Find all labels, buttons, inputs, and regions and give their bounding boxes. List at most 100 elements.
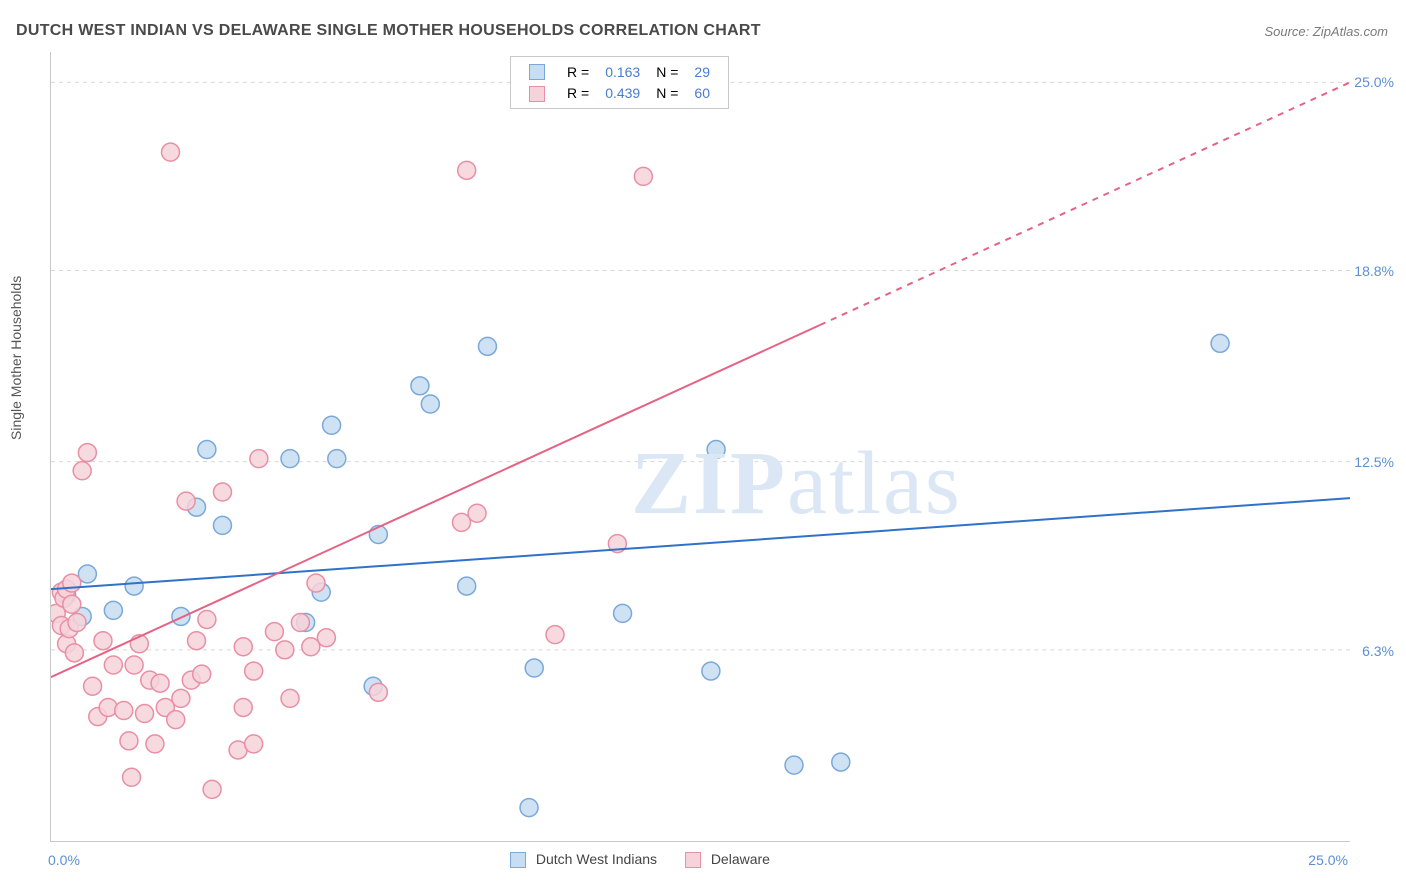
scatter-point bbox=[458, 161, 476, 179]
scatter-point bbox=[234, 638, 252, 656]
scatter-point bbox=[167, 711, 185, 729]
scatter-point bbox=[785, 756, 803, 774]
scatter-point bbox=[78, 444, 96, 462]
scatter-point bbox=[73, 462, 91, 480]
scatter-point bbox=[51, 604, 65, 622]
scatter-point bbox=[525, 659, 543, 677]
legend-item-0: Dutch West Indians bbox=[510, 851, 657, 868]
scatter-point bbox=[182, 671, 200, 689]
scatter-point bbox=[187, 498, 205, 516]
plot-area: ZIPatlas bbox=[50, 52, 1350, 842]
swatch-series-1 bbox=[529, 86, 545, 102]
scatter-point bbox=[162, 143, 180, 161]
scatter-point bbox=[198, 441, 216, 459]
scatter-point bbox=[452, 513, 470, 531]
stats-n-value-1: 60 bbox=[686, 82, 718, 103]
stats-r-label: R = bbox=[559, 82, 597, 103]
scatter-point bbox=[614, 604, 632, 622]
scatter-point bbox=[172, 607, 190, 625]
scatter-point bbox=[276, 641, 294, 659]
scatter-point bbox=[328, 450, 346, 468]
y-tick-label: 18.8% bbox=[1354, 263, 1394, 279]
scatter-point bbox=[634, 167, 652, 185]
scatter-point bbox=[281, 689, 299, 707]
scatter-point bbox=[146, 735, 164, 753]
scatter-point bbox=[193, 665, 211, 683]
scatter-point bbox=[89, 708, 107, 726]
scatter-point bbox=[369, 683, 387, 701]
scatter-point bbox=[369, 526, 387, 544]
scatter-point bbox=[478, 337, 496, 355]
y-tick-label: 25.0% bbox=[1354, 74, 1394, 90]
watermark-suffix: atlas bbox=[787, 434, 962, 533]
stats-row-series-1: R = 0.439 N = 60 bbox=[521, 82, 718, 103]
scatter-point bbox=[125, 656, 143, 674]
scatter-point bbox=[115, 702, 133, 720]
scatter-point bbox=[411, 377, 429, 395]
scatter-point bbox=[125, 577, 143, 595]
scatter-point bbox=[63, 574, 81, 592]
scatter-point bbox=[94, 632, 112, 650]
scatter-point bbox=[1211, 334, 1229, 352]
series-legend: Dutch West Indians Delaware bbox=[510, 851, 794, 868]
stats-r-value-0: 0.163 bbox=[597, 61, 648, 82]
legend-label-0: Dutch West Indians bbox=[536, 851, 657, 867]
scatter-point bbox=[60, 620, 78, 638]
scatter-point bbox=[707, 441, 725, 459]
watermark-prefix: ZIP bbox=[631, 434, 787, 533]
scatter-point bbox=[702, 662, 720, 680]
y-axis-label: Single Mother Households bbox=[8, 276, 24, 440]
scatter-point bbox=[245, 662, 263, 680]
scatter-point bbox=[213, 516, 231, 534]
legend-item-1: Delaware bbox=[685, 851, 770, 868]
stats-r-label: R = bbox=[559, 61, 597, 82]
swatch-series-0 bbox=[529, 64, 545, 80]
scatter-point bbox=[608, 535, 626, 553]
stats-n-label: N = bbox=[648, 61, 686, 82]
scatter-point bbox=[291, 614, 309, 632]
scatter-point bbox=[84, 677, 102, 695]
chart-source: Source: ZipAtlas.com bbox=[1264, 24, 1388, 39]
scatter-point bbox=[364, 677, 382, 695]
stats-r-value-1: 0.439 bbox=[597, 82, 648, 103]
scatter-point bbox=[250, 450, 268, 468]
scatter-point bbox=[281, 450, 299, 468]
scatter-point bbox=[323, 416, 341, 434]
legend-swatch-0 bbox=[510, 852, 526, 868]
scatter-point bbox=[297, 614, 315, 632]
scatter-point bbox=[468, 504, 486, 522]
scatter-point bbox=[55, 589, 73, 607]
scatter-point bbox=[172, 689, 190, 707]
scatter-point bbox=[99, 698, 117, 716]
scatter-point bbox=[58, 586, 76, 604]
chart-title: DUTCH WEST INDIAN VS DELAWARE SINGLE MOT… bbox=[16, 22, 761, 40]
stats-row-series-0: R = 0.163 N = 29 bbox=[521, 61, 718, 82]
scatter-point bbox=[63, 595, 81, 613]
y-tick-label: 12.5% bbox=[1354, 454, 1394, 470]
plot-svg bbox=[51, 52, 1350, 841]
scatter-point bbox=[520, 799, 538, 817]
legend-swatch-1 bbox=[685, 852, 701, 868]
stats-n-label: N = bbox=[648, 82, 686, 103]
scatter-point bbox=[546, 626, 564, 644]
scatter-point bbox=[68, 614, 86, 632]
scatter-point bbox=[52, 583, 70, 601]
correlation-chart: DUTCH WEST INDIAN VS DELAWARE SINGLE MOT… bbox=[0, 0, 1406, 892]
scatter-point bbox=[187, 632, 205, 650]
scatter-point bbox=[52, 617, 70, 635]
scatter-point bbox=[307, 574, 325, 592]
watermark: ZIPatlas bbox=[631, 432, 962, 535]
scatter-point bbox=[245, 735, 263, 753]
scatter-point bbox=[104, 601, 122, 619]
scatter-point bbox=[120, 732, 138, 750]
scatter-point bbox=[141, 671, 159, 689]
y-tick-label: 6.3% bbox=[1362, 643, 1394, 659]
scatter-point bbox=[123, 768, 141, 786]
x-tick-max: 25.0% bbox=[1308, 852, 1348, 868]
scatter-point bbox=[136, 705, 154, 723]
scatter-point bbox=[73, 607, 91, 625]
scatter-point bbox=[130, 635, 148, 653]
scatter-point bbox=[302, 638, 320, 656]
scatter-point bbox=[177, 492, 195, 510]
scatter-point bbox=[58, 580, 76, 598]
